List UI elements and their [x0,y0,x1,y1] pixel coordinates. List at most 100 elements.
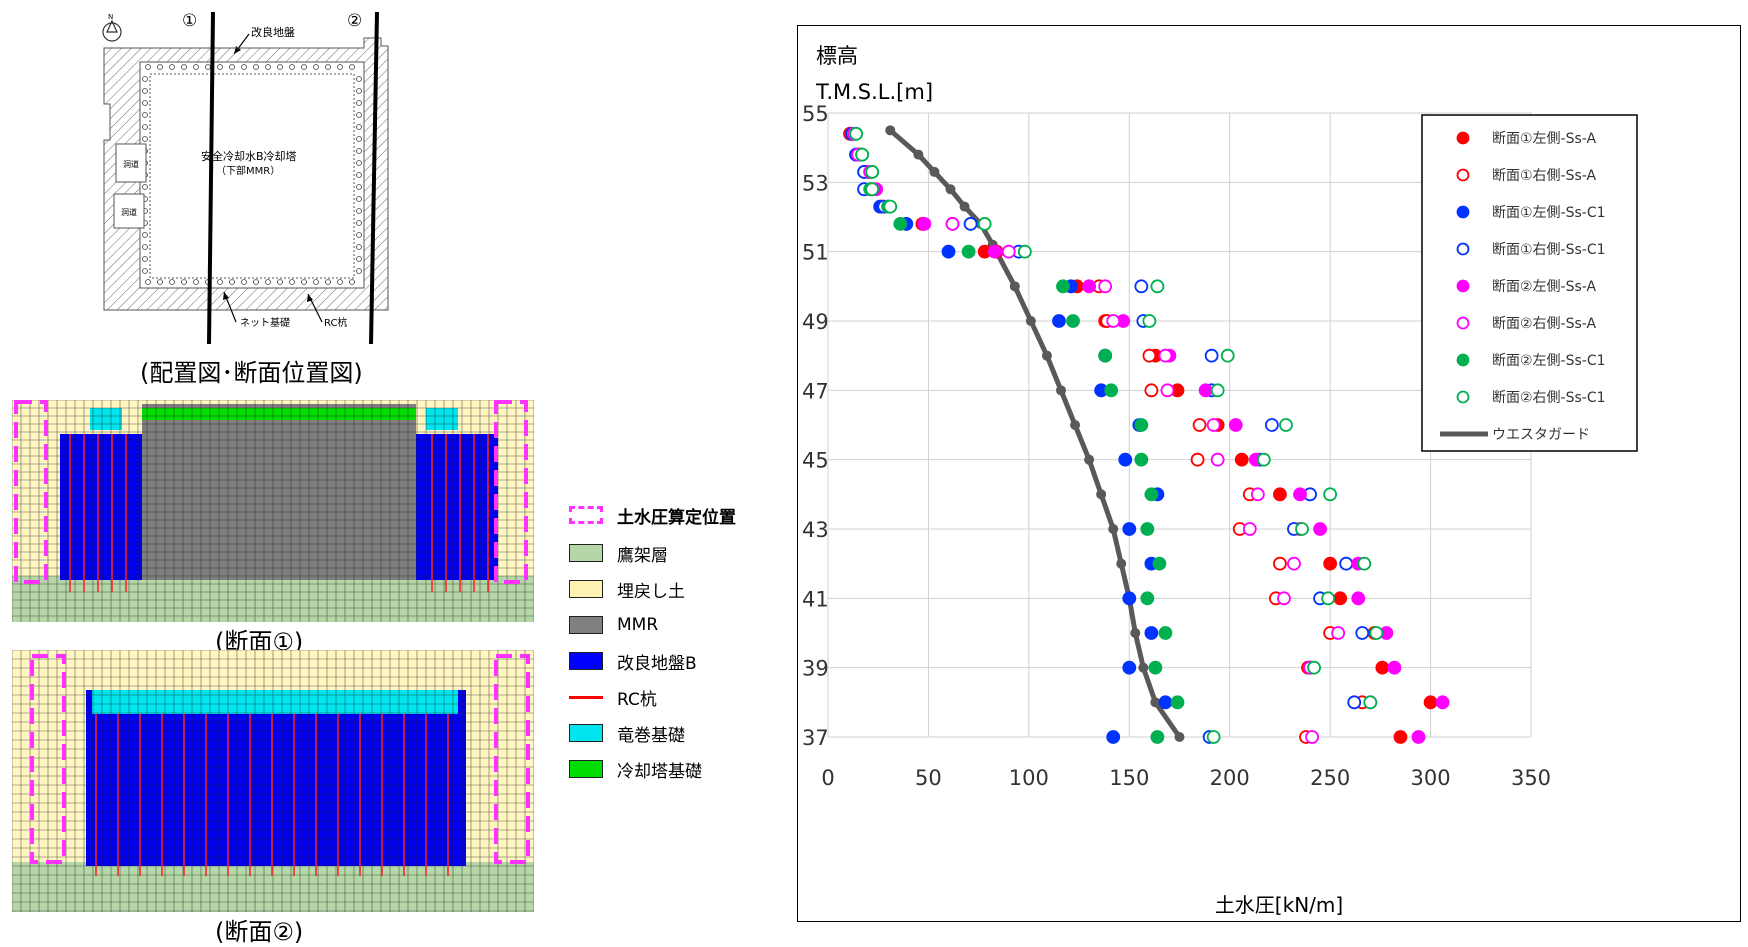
pile-dot [356,124,362,130]
y-axis-label-1: 標高 [816,44,858,68]
passage-label-2: 洞道 [121,207,137,217]
westergaard-point [1084,454,1095,465]
pile-dot [181,64,187,70]
pile-dot [142,136,148,142]
data-point [865,182,880,197]
data-point [1220,348,1235,363]
x-tick-label: 0 [821,766,834,790]
westergaard-point [1009,281,1020,292]
westergaard-point [1041,350,1052,361]
data-point [1140,591,1155,606]
pile-dot [193,279,199,285]
data-point [1234,452,1249,467]
data-point [1351,591,1366,606]
pressure-chart: 標高 T.M.S.L.[m] 土水圧[kN/m] 0 50 100 150 200 250… [802,44,1638,917]
legend-swatch [569,616,603,634]
data-point [1295,522,1309,536]
data-point [849,126,864,141]
legend-swatch [569,580,603,598]
improved-ground-label: 改良地盤 [251,25,295,39]
data-point [1122,660,1137,675]
legend-item-backfill: 埋戻し土 [569,576,685,602]
westergaard-point [1055,385,1066,396]
section1-line [207,11,215,344]
data-point [1357,556,1372,571]
materials-legend: 土水圧算定位置 鷹架層 埋戻し土 MMR 改良地盤B RC杭 竜巻基礎 冷却塔 [569,502,789,782]
data-point [1192,418,1207,432]
section2-line [369,11,379,344]
y-tick-label: 41 [802,587,829,611]
westergaard-point [959,201,970,212]
data-point [987,244,1002,259]
pile-dot [356,232,362,238]
pile-dot [356,196,362,202]
data-point [1017,244,1032,259]
data-point [1198,383,1213,398]
data-point [1321,591,1336,606]
data-point [1313,522,1327,536]
pile-dot [157,279,163,285]
plan-caption: (配置図･断面位置図) [140,359,363,387]
pile-dot [356,184,362,190]
legend-marker [1456,353,1470,367]
net-foundation-label: ネット基礎 [240,316,290,329]
y-tick-label: 49 [802,310,829,334]
data-point [1323,487,1338,502]
pile-dot [356,220,362,226]
data-point [865,165,880,179]
data-point [1134,418,1149,432]
data-point [1142,314,1157,328]
data-point [945,217,960,231]
chart-legend: 断面①左側-Ss-A 断面①右側-Ss-A 断面①左側-Ss-C1 断面①右側-Ss-… [1421,114,1638,452]
data-point [1134,452,1149,467]
pile-dot [217,279,223,285]
data-point [1190,452,1205,467]
pile-dot [169,64,175,70]
westergaard-point [1138,662,1149,673]
data-point [1158,695,1173,710]
westergaard-point [1096,489,1107,500]
legend-label: RC杭 [617,689,657,710]
legend-swatch [569,652,603,670]
pile-dot [142,244,148,250]
pile-dot [313,279,319,285]
pile-dot [356,148,362,154]
legend-label: 竜巻基礎 [617,725,685,746]
legend-item-tornado-foundation: 竜巻基礎 [569,720,685,746]
chart-frame: 標高 T.M.S.L.[m] 土水圧[kN/m] 0 50 100 150 200 250… [797,25,1741,922]
legend-swatch [569,544,603,562]
data-point [1144,626,1159,640]
westergaard-point [1130,628,1141,638]
legend-label: 断面②左側-Ss-A [1492,279,1597,295]
data-point [1098,348,1113,363]
y-tick-label: 47 [802,379,829,403]
pile-dot [337,64,343,70]
y-axis-label-2: T.M.S.L.[m] [815,80,933,104]
westergaard-point [1070,420,1081,430]
legend-swatch [569,506,603,524]
data-point [977,217,992,231]
pile-dot [142,100,148,106]
pile-dot [181,279,187,285]
legend-label: 冷却塔基礎 [617,761,702,782]
data-point [855,147,870,162]
legend-marker [1456,279,1470,293]
data-point [1423,695,1438,710]
data-point [1134,279,1149,294]
data-point [1277,591,1291,606]
data-point [1264,418,1279,432]
data-point [1331,626,1346,640]
legend-label: 埋戻し土 [617,581,685,602]
data-point [1339,556,1354,571]
pile-dot [229,279,235,285]
data-point [1369,626,1384,640]
pile-dot [349,279,355,285]
westergaard-point [885,125,896,136]
legend-label: 断面①左側-Ss-C1 [1492,205,1606,221]
section1-view [12,400,534,622]
pile-dot [356,268,362,274]
pile-dot [265,64,271,70]
westergaard-point [929,166,940,177]
pile-dot [241,279,247,285]
westergaard-point [913,149,924,160]
